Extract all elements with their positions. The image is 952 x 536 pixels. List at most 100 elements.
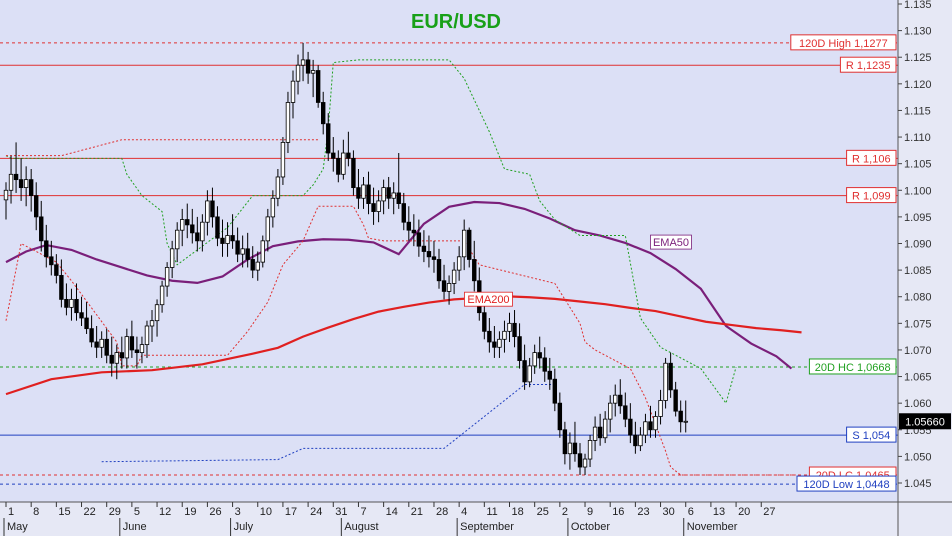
candle <box>547 357 552 390</box>
candle <box>613 384 618 417</box>
x-tick-label: 6 <box>688 506 694 518</box>
candle <box>94 325 99 358</box>
series-label: EMA50 <box>653 237 689 249</box>
candle-body <box>537 352 542 359</box>
candle <box>602 411 608 444</box>
candle-body <box>64 298 69 308</box>
candle <box>245 232 250 268</box>
candle-body <box>456 256 462 271</box>
x-tick-label: 26 <box>209 506 221 518</box>
candle-body <box>114 352 119 364</box>
candle <box>381 179 386 215</box>
candle <box>507 312 512 342</box>
candle-body <box>280 141 286 178</box>
candle <box>643 413 648 444</box>
y-tick-label: 1.105 <box>904 159 932 171</box>
candle-body <box>260 240 265 263</box>
candle <box>517 323 522 369</box>
candle-body <box>446 283 452 292</box>
candle-body <box>552 378 558 404</box>
series-label-box <box>650 234 692 250</box>
series-line <box>101 384 555 463</box>
y-tick-label: 1.045 <box>904 478 932 490</box>
candle <box>220 219 225 257</box>
level-label-box <box>790 34 897 51</box>
candle-body <box>572 442 578 455</box>
candle <box>8 155 14 204</box>
candle-body <box>643 421 648 436</box>
candle-body <box>421 245 427 252</box>
y-tick-label: 1.060 <box>904 398 932 410</box>
candle <box>331 137 336 172</box>
candle <box>552 368 558 412</box>
candles <box>3 42 688 476</box>
candle <box>351 150 356 196</box>
current-price-box <box>899 413 951 430</box>
candle-body <box>597 426 603 439</box>
candle <box>366 171 371 215</box>
candle-body <box>89 328 94 343</box>
candle <box>527 357 532 388</box>
x-tick-label: 27 <box>763 506 775 518</box>
candle <box>104 328 109 364</box>
candle <box>618 379 623 414</box>
month-label: July <box>234 521 254 533</box>
candle <box>310 59 316 98</box>
candle-body <box>149 320 155 327</box>
candle <box>653 411 658 438</box>
candle-body <box>8 173 14 191</box>
candle <box>446 275 452 305</box>
candle <box>512 310 517 348</box>
candle-body <box>376 200 381 212</box>
candle-body <box>250 259 255 271</box>
candle <box>522 344 527 390</box>
candle <box>401 192 406 231</box>
candle <box>270 190 276 228</box>
candle <box>638 427 643 452</box>
candle <box>190 208 195 244</box>
x-tick-label: 30 <box>663 506 675 518</box>
candle-body <box>492 341 497 348</box>
y-tick-label: 1.125 <box>904 52 932 64</box>
candle <box>487 318 492 353</box>
candle <box>346 131 351 167</box>
candle-body <box>285 102 291 143</box>
candle-body <box>592 426 598 441</box>
candle-body <box>633 434 638 447</box>
level-label-box <box>839 56 897 73</box>
candle <box>305 51 311 84</box>
series-line <box>5 59 737 405</box>
plot-area <box>0 0 898 502</box>
candle <box>185 203 190 239</box>
candle <box>134 336 140 369</box>
x-tick-label: 28 <box>436 506 448 518</box>
candle-body <box>356 187 361 199</box>
candle-body <box>638 434 643 447</box>
candle-body <box>396 192 401 204</box>
candle <box>633 421 638 454</box>
x-tick-label: 5 <box>134 506 140 518</box>
x-tick-label: 24 <box>310 506 322 518</box>
y-tick-label: 1.080 <box>904 292 932 304</box>
candle <box>295 54 301 95</box>
candle-body <box>255 261 260 271</box>
current-price-label: 1.05660 <box>905 416 945 428</box>
candle-body <box>321 102 326 125</box>
candle-body <box>69 298 74 308</box>
candle <box>492 325 497 358</box>
candle-body <box>522 360 527 383</box>
y-tick-label: 1.070 <box>904 345 932 357</box>
series-line <box>6 139 319 157</box>
candle-body <box>391 192 396 199</box>
candle <box>84 302 89 334</box>
candle-body <box>658 400 663 417</box>
x-tick-label: 17 <box>285 506 297 518</box>
candle-body <box>381 187 386 202</box>
y-tick-label: 1.090 <box>904 239 932 251</box>
x-axis: 1 8 15 22 29 5 12 19 26 3 10 17 24 31 7 14 21 28 4 11 18 25 2 9… <box>0 501 952 536</box>
month-label: August <box>344 521 378 533</box>
candle <box>74 283 79 321</box>
candle <box>285 91 291 154</box>
candle-body <box>663 362 668 401</box>
